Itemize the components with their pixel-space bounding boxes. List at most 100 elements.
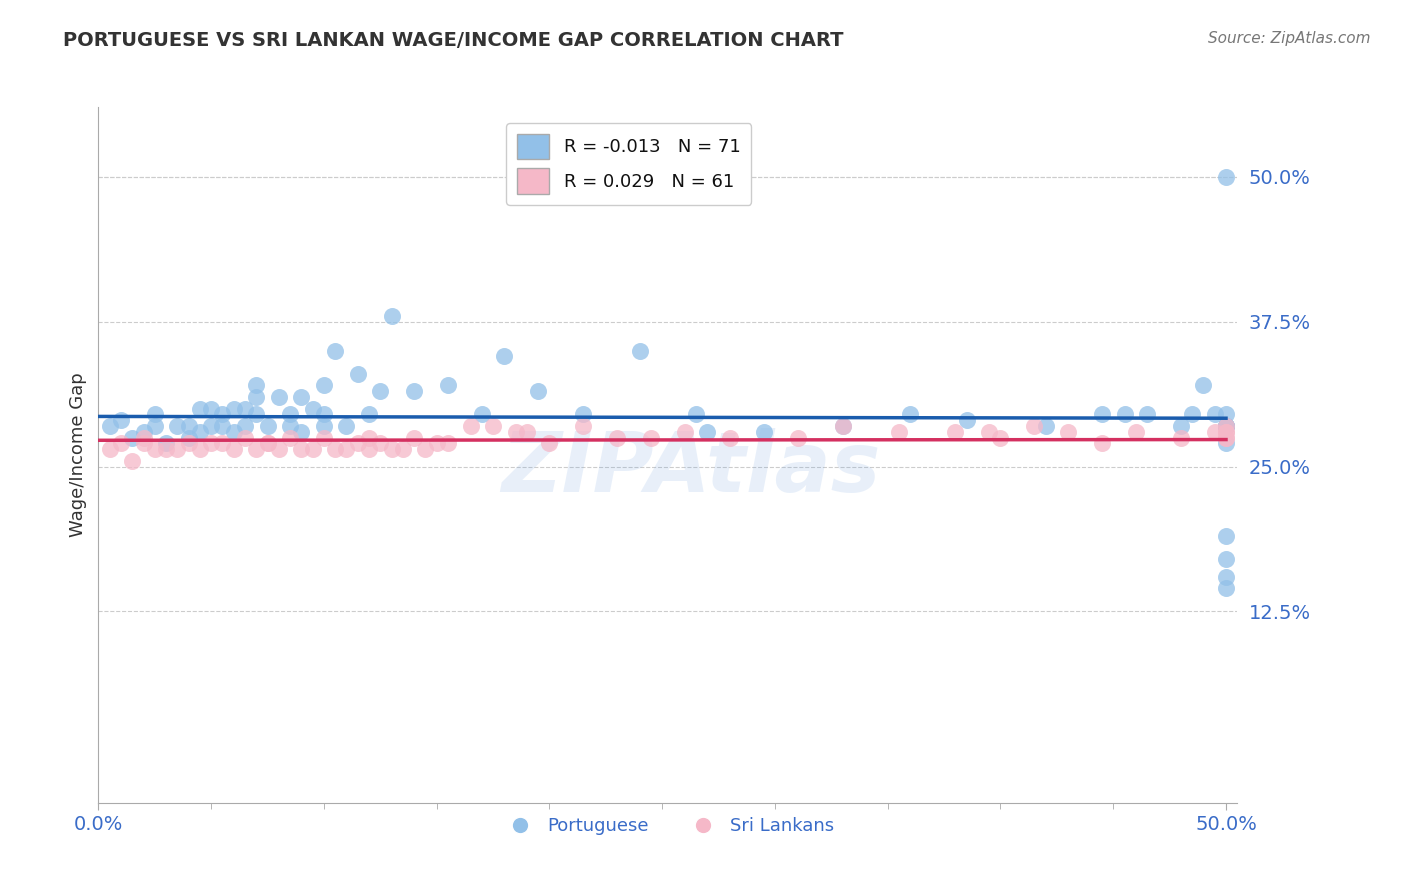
Point — [1035, 419, 1057, 434]
Point — [1170, 430, 1192, 444]
Point — [381, 309, 404, 323]
Point — [222, 401, 245, 416]
Point — [887, 425, 910, 439]
Text: PORTUGUESE VS SRI LANKAN WAGE/INCOME GAP CORRELATION CHART: PORTUGUESE VS SRI LANKAN WAGE/INCOME GAP… — [63, 31, 844, 50]
Point — [990, 430, 1012, 444]
Point — [312, 419, 335, 434]
Point — [222, 425, 245, 439]
Point — [357, 442, 380, 456]
Point — [222, 442, 245, 456]
Point — [368, 384, 391, 398]
Point — [1215, 425, 1237, 439]
Point — [188, 425, 211, 439]
Point — [1215, 169, 1237, 184]
Point — [132, 425, 155, 439]
Point — [245, 378, 267, 392]
Point — [256, 436, 278, 450]
Point — [132, 436, 155, 450]
Point — [696, 425, 718, 439]
Point — [245, 442, 267, 456]
Point — [404, 384, 426, 398]
Point — [335, 419, 357, 434]
Point — [267, 442, 290, 456]
Point — [1215, 552, 1237, 566]
Point — [1215, 419, 1237, 434]
Point — [673, 425, 696, 439]
Point — [278, 407, 301, 421]
Text: ZIPAtlas: ZIPAtlas — [501, 428, 880, 509]
Point — [494, 350, 516, 364]
Point — [267, 390, 290, 404]
Point — [368, 436, 391, 450]
Point — [110, 413, 132, 427]
Point — [1215, 425, 1237, 439]
Point — [1215, 436, 1237, 450]
Point — [121, 430, 143, 444]
Point — [323, 442, 346, 456]
Point — [1215, 570, 1237, 584]
Point — [505, 425, 527, 439]
Point — [245, 407, 267, 421]
Point — [471, 407, 494, 421]
Point — [312, 378, 335, 392]
Point — [979, 425, 1001, 439]
Point — [572, 419, 595, 434]
Point — [143, 407, 166, 421]
Point — [1215, 419, 1237, 434]
Point — [404, 430, 426, 444]
Point — [437, 378, 460, 392]
Point — [155, 442, 177, 456]
Point — [290, 442, 312, 456]
Legend: Portuguese, Sri Lankans: Portuguese, Sri Lankans — [495, 810, 841, 842]
Point — [121, 453, 143, 467]
Point — [831, 419, 853, 434]
Point — [177, 419, 200, 434]
Point — [357, 407, 380, 421]
Point — [1215, 430, 1237, 444]
Point — [628, 343, 651, 358]
Point — [426, 436, 449, 450]
Point — [346, 436, 368, 450]
Point — [166, 442, 188, 456]
Point — [1091, 436, 1114, 450]
Point — [143, 419, 166, 434]
Point — [437, 436, 460, 450]
Point — [290, 425, 312, 439]
Point — [786, 430, 808, 444]
Point — [211, 436, 233, 450]
Point — [245, 390, 267, 404]
Point — [98, 442, 121, 456]
Point — [1091, 407, 1114, 421]
Point — [460, 419, 482, 434]
Point — [415, 442, 437, 456]
Point — [98, 419, 121, 434]
Point — [1136, 407, 1159, 421]
Point — [1192, 378, 1215, 392]
Point — [312, 407, 335, 421]
Point — [516, 425, 538, 439]
Point — [381, 442, 404, 456]
Point — [1215, 419, 1237, 434]
Point — [1125, 425, 1147, 439]
Point — [1215, 529, 1237, 543]
Y-axis label: Wage/Income Gap: Wage/Income Gap — [69, 373, 87, 537]
Point — [110, 436, 132, 450]
Point — [898, 407, 921, 421]
Point — [1204, 425, 1226, 439]
Point — [1215, 430, 1237, 444]
Point — [256, 419, 278, 434]
Point — [1024, 419, 1046, 434]
Point — [233, 401, 256, 416]
Point — [1215, 407, 1237, 421]
Point — [188, 442, 211, 456]
Point — [392, 442, 415, 456]
Point — [1215, 419, 1237, 434]
Point — [831, 419, 853, 434]
Point — [1057, 425, 1080, 439]
Point — [685, 407, 707, 421]
Point — [188, 401, 211, 416]
Point — [256, 436, 278, 450]
Point — [278, 419, 301, 434]
Point — [290, 390, 312, 404]
Point — [211, 419, 233, 434]
